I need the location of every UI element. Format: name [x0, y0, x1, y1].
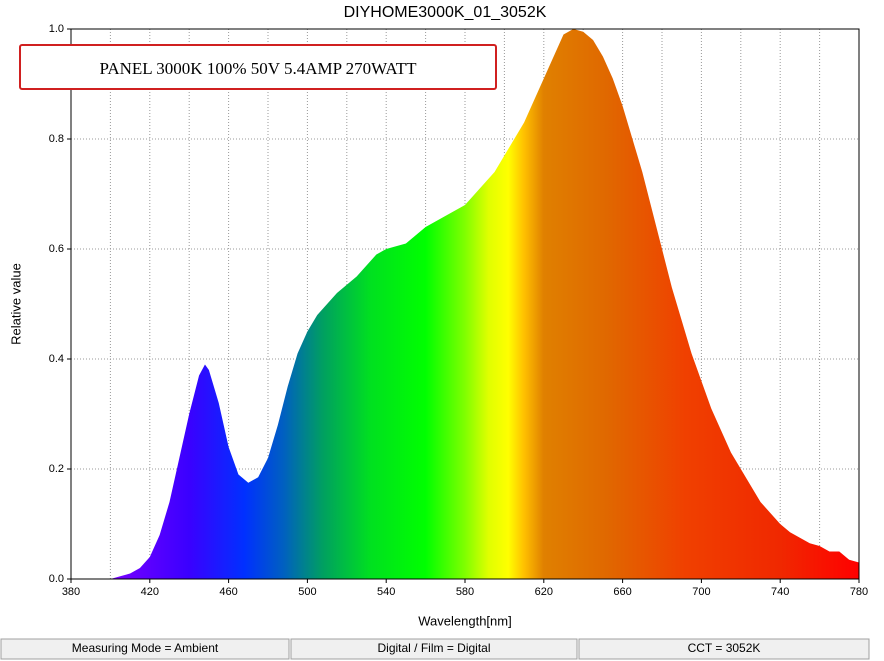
- y-axis-label: Relative value: [8, 263, 23, 345]
- x-tick-label: 580: [456, 586, 474, 598]
- x-tick-label: 620: [535, 586, 553, 598]
- x-tick-label: 740: [771, 586, 789, 598]
- spectrum-area: [110, 29, 859, 579]
- chart-title: DIYHOME3000K_01_3052K: [344, 4, 547, 21]
- status-text: CCT = 3052K: [688, 641, 761, 655]
- y-tick-label: 0.2: [49, 463, 64, 475]
- status-text: Digital / Film = Digital: [377, 641, 490, 655]
- status-cell: [578, 638, 870, 660]
- y-tick-label: 0.0: [49, 573, 64, 585]
- annotation-box: [19, 44, 497, 90]
- x-tick-label: 700: [692, 586, 710, 598]
- status-cell: [0, 638, 290, 660]
- annotation: PANEL 3000K 100% 50V 5.4AMP 270WATT: [99, 59, 417, 78]
- x-tick-label: 540: [377, 586, 395, 598]
- x-tick-label: 780: [850, 586, 868, 598]
- x-tick-label: 420: [141, 586, 159, 598]
- x-axis-label: Wavelength[nm]: [418, 613, 511, 628]
- status-cell: [290, 638, 578, 660]
- y-tick-label: 1.0: [49, 23, 64, 35]
- y-tick-label: 0.6: [49, 243, 64, 255]
- y-tick-label: 0.8: [49, 133, 64, 145]
- x-tick-label: 380: [62, 586, 80, 598]
- x-tick-label: 500: [298, 586, 316, 598]
- x-tick-label: 460: [219, 586, 237, 598]
- x-tick-label: 660: [613, 586, 631, 598]
- y-tick-label: 0.4: [49, 353, 64, 365]
- status-text: Measuring Mode = Ambient: [72, 641, 219, 655]
